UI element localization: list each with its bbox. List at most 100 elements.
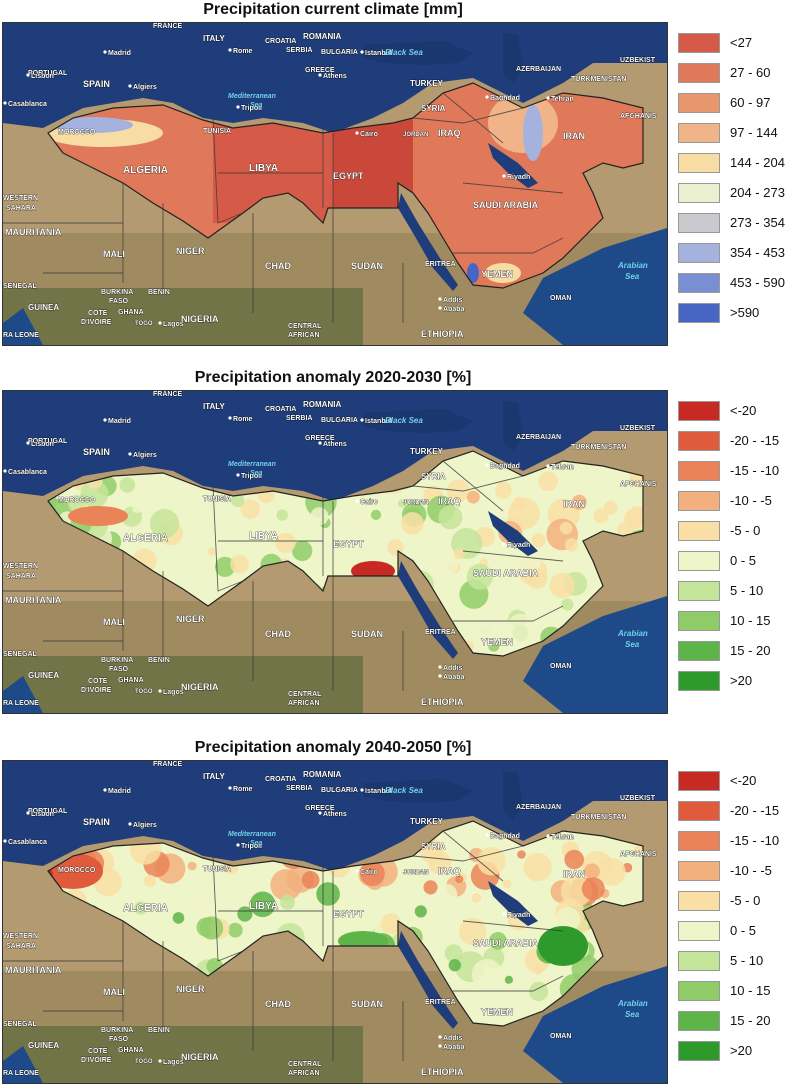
country-border <box>412 107 524 124</box>
anomaly-cell <box>134 901 148 915</box>
country-label: GUINEA <box>28 1041 59 1050</box>
country-label: TURKEY <box>410 79 444 88</box>
country-label: D'IVOIRE <box>81 319 112 326</box>
city-label: Athens <box>323 811 347 818</box>
country-label: SAUDI ARABIA <box>473 568 539 578</box>
anomaly-cell <box>80 480 109 508</box>
city-dot <box>158 1059 162 1063</box>
legend-label: 0 - 5 <box>730 923 757 938</box>
city-label: Tehran <box>551 464 574 471</box>
zagros-wet <box>523 105 543 161</box>
map-anomaly-2020-2030: ITALY ROMANIA CROATIA SERBIA BULGARIA GREECE T… <box>2 390 668 714</box>
city-label: Madrid <box>108 50 131 57</box>
city-dot <box>236 473 240 477</box>
country-border <box>462 182 564 194</box>
city-label: Athens <box>323 441 347 448</box>
country-label: COTE <box>88 678 108 685</box>
country-label: FRANCE <box>153 23 182 30</box>
country-label: NIGER <box>176 614 205 624</box>
country-label: RA LEONE <box>3 700 39 707</box>
anomaly-cell <box>438 505 463 530</box>
country-label: AFRICAN <box>288 332 320 339</box>
anomaly-cell <box>529 981 549 1002</box>
country-label: SUDAN <box>351 999 383 1009</box>
legend-swatch <box>678 891 720 911</box>
country-label: UZBEKIST <box>620 57 656 64</box>
country-label: ITALY <box>203 402 225 411</box>
legend-swatch <box>678 461 720 481</box>
caspian-sea <box>503 401 523 451</box>
city-label: Rome <box>233 48 253 55</box>
country-label: AFGHANIS <box>620 851 657 858</box>
country-label: SENEGAL <box>3 1021 38 1028</box>
anomaly-cell <box>132 504 142 514</box>
anomaly-cell <box>593 508 609 524</box>
city-dot <box>318 73 322 77</box>
country-label: CROATIA <box>265 406 296 413</box>
city-dot <box>546 834 550 838</box>
country-label: BURKINA <box>101 289 133 296</box>
anomaly-cell <box>187 861 197 871</box>
country-label: JORDAN <box>403 500 428 506</box>
country-label: MALI <box>103 987 125 997</box>
city-dot <box>438 1035 442 1039</box>
legend-swatch <box>678 521 720 541</box>
legend-swatch <box>678 581 720 601</box>
country-label: SPAIN <box>83 817 110 827</box>
city-label: Ababa <box>443 306 465 313</box>
country-label: BENIN <box>148 1027 170 1034</box>
map-current-climate: ITALY ROMANIA CROATIA SERBIA BULGARIA GREECE T… <box>2 22 668 346</box>
anomaly-cell <box>564 849 584 870</box>
country-label: ROMANIA <box>303 770 341 779</box>
anomaly-cell <box>214 556 236 577</box>
city-label: Lisbon <box>31 441 54 448</box>
anomaly-cell <box>517 600 529 612</box>
black-sea <box>363 779 473 803</box>
country-label: CROATIA <box>265 776 296 783</box>
country-label: ERITREA <box>425 261 456 268</box>
city-dot <box>318 441 322 445</box>
red-sea <box>398 193 458 291</box>
legend-label: <27 <box>730 35 753 50</box>
anomaly-cell <box>559 521 573 535</box>
country-label: CENTRAL <box>288 691 322 698</box>
city-label: Algiers <box>133 822 157 829</box>
country-label: MOROCCO <box>58 129 96 136</box>
country-label: RA LEONE <box>3 332 39 339</box>
legend-label: 97 - 144 <box>730 125 778 140</box>
country-label: ALGERIA <box>123 165 168 176</box>
country-border <box>62 890 94 907</box>
city-dot <box>438 665 442 669</box>
legend-swatch <box>678 951 720 971</box>
country-label: JORDAN <box>403 870 428 876</box>
anomaly-cell <box>172 912 185 924</box>
country-label: SAUDI ARABIA <box>473 200 539 210</box>
anomaly-cell <box>459 917 487 946</box>
city-label: Istanbul <box>365 788 392 795</box>
sea-label: Black Sea <box>385 416 423 425</box>
city-label: Tripoli <box>241 473 262 480</box>
country-label: SUDAN <box>351 261 383 271</box>
country-label: AFRICAN <box>288 1070 320 1077</box>
city-dot <box>485 95 489 99</box>
legend-label: >20 <box>730 673 753 688</box>
anomaly-cell <box>455 875 464 884</box>
anomaly-cell <box>495 482 512 499</box>
anomaly-cell <box>198 576 215 592</box>
city-label: Lisbon <box>31 73 54 80</box>
legend-label: <-20 <box>730 773 757 788</box>
city-dot <box>355 869 359 873</box>
anomaly-cell <box>504 975 513 984</box>
region-outline <box>47 82 644 289</box>
arabian-sea <box>523 596 667 713</box>
anomaly-cell <box>316 882 340 906</box>
sea-label: Black Sea <box>385 48 423 57</box>
city-label: Madrid <box>108 788 131 795</box>
city-dot <box>236 843 240 847</box>
country-label: NIGERIA <box>181 1052 219 1062</box>
city-dot <box>355 131 359 135</box>
legend-label: 273 - 354 <box>730 215 785 230</box>
country-label: BULGARIA <box>321 787 358 794</box>
country-label: WESTERN <box>3 933 38 940</box>
red-sea <box>398 931 458 1029</box>
